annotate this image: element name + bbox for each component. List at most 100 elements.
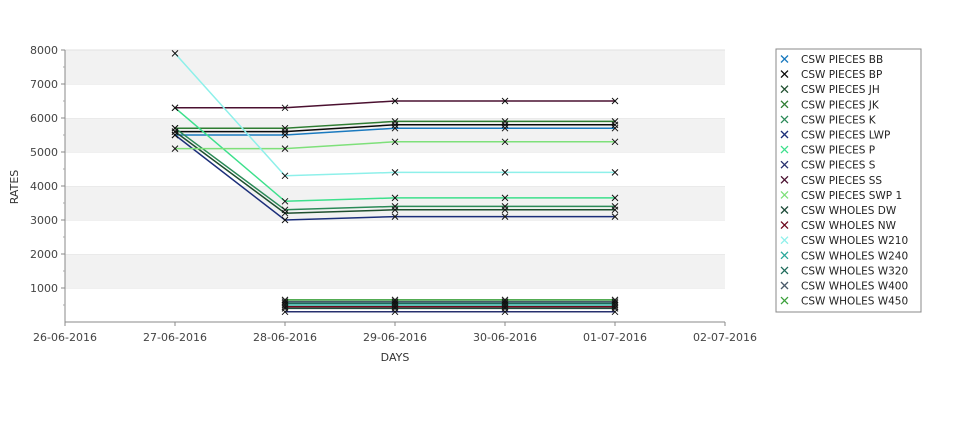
point-marker xyxy=(391,298,399,305)
legend-box xyxy=(775,48,922,313)
legend-item: CSW WHOLES W450 xyxy=(780,296,908,308)
plot-bands xyxy=(65,49,725,322)
y-tick-label: 1000 xyxy=(30,282,58,295)
data-point xyxy=(281,104,289,112)
point-marker xyxy=(611,213,619,220)
plot-band xyxy=(65,50,725,84)
legend-marker xyxy=(780,251,789,260)
legend: CSW PIECES BB CSW PIECES BP CSW PIECES JH C… xyxy=(775,48,922,313)
legend-label: CSW WHOLES NW xyxy=(801,220,897,232)
data-point xyxy=(391,97,399,105)
legend-label: CSW PIECES S xyxy=(801,160,876,172)
data-point xyxy=(501,169,509,176)
point-marker xyxy=(281,104,289,112)
data-point xyxy=(281,298,289,305)
point-marker xyxy=(391,213,399,220)
point-marker xyxy=(391,203,399,210)
y-axis-label: RATES xyxy=(8,170,21,205)
point-marker xyxy=(611,194,619,202)
point-marker xyxy=(391,194,399,202)
point-marker xyxy=(281,197,289,205)
legend-marker xyxy=(780,100,789,109)
legend-marker xyxy=(780,160,789,169)
point-marker xyxy=(281,216,289,224)
legend-marker xyxy=(780,221,789,230)
legend-label: CSW PIECES SWP 1 xyxy=(801,190,902,202)
legend-item: CSW WHOLES W400 xyxy=(780,281,908,293)
point-marker xyxy=(171,104,179,112)
legend-marker xyxy=(780,236,789,245)
data-point xyxy=(171,50,179,57)
y-tick-label: 3000 xyxy=(30,214,58,227)
data-point xyxy=(611,296,619,304)
legend-label: CSW PIECES LWP xyxy=(801,130,890,142)
data-point xyxy=(391,203,399,210)
y-tick-label: 5000 xyxy=(30,146,58,159)
legend-marker xyxy=(780,130,789,139)
data-point xyxy=(391,138,399,146)
data-point xyxy=(501,118,509,125)
point-marker xyxy=(171,131,179,139)
data-point xyxy=(501,203,509,210)
legend-item: CSW WHOLES W320 xyxy=(780,265,908,277)
legend-marker xyxy=(780,175,789,184)
data-point xyxy=(281,216,289,224)
legend-item: CSW PIECES SWP 1 xyxy=(780,190,902,202)
data-point xyxy=(391,169,399,176)
data-point xyxy=(171,104,179,112)
data-point xyxy=(611,138,619,146)
series-points xyxy=(171,50,619,316)
point-marker xyxy=(611,97,619,105)
legend-label: CSW PIECES SS xyxy=(801,175,882,187)
legend-item: CSW PIECES JH xyxy=(780,84,880,96)
point-marker xyxy=(171,50,179,57)
legend-marker xyxy=(780,55,789,63)
point-marker xyxy=(171,124,179,132)
legend-label: CSW WHOLES DW xyxy=(801,205,897,217)
point-marker xyxy=(501,169,509,176)
legend-label: CSW WHOLES W450 xyxy=(801,296,908,308)
point-marker xyxy=(501,194,509,202)
point-marker xyxy=(611,138,619,146)
data-point xyxy=(611,194,619,202)
x-tick-label: 02-07-2016 xyxy=(693,331,757,344)
data-point xyxy=(611,213,619,220)
point-marker xyxy=(611,169,619,176)
point-marker xyxy=(501,296,509,304)
legend-label: CSW PIECES JH xyxy=(801,84,880,96)
legend-item: CSW PIECES BB xyxy=(780,54,883,66)
legend-label: CSW PIECES JK xyxy=(801,99,880,111)
x-tick-label: 30-06-2016 xyxy=(473,331,537,344)
legend-marker xyxy=(780,296,789,305)
legend-label: CSW WHOLES W240 xyxy=(801,250,908,262)
legend-item: CSW PIECES JK xyxy=(780,99,880,111)
data-point xyxy=(501,296,509,304)
point-marker xyxy=(281,145,289,152)
data-point xyxy=(281,296,289,304)
point-marker xyxy=(611,298,619,305)
data-point xyxy=(171,124,179,132)
data-point xyxy=(611,97,619,105)
x-tick-label: 29-06-2016 xyxy=(363,331,427,344)
data-point xyxy=(281,172,289,180)
point-marker xyxy=(391,169,399,176)
data-point xyxy=(611,203,619,210)
legend-item: CSW PIECES SS xyxy=(780,175,882,187)
point-marker xyxy=(391,138,399,146)
point-marker xyxy=(281,296,289,304)
point-marker xyxy=(501,118,509,125)
legend-item: CSW WHOLES NW xyxy=(780,220,897,232)
point-marker xyxy=(501,213,509,220)
point-marker xyxy=(611,118,619,125)
point-marker xyxy=(501,97,509,105)
y-tick-label: 2000 xyxy=(30,248,58,261)
data-point xyxy=(611,169,619,176)
point-marker xyxy=(391,296,399,304)
data-point xyxy=(611,298,619,305)
plot-band xyxy=(65,186,725,220)
point-marker xyxy=(281,206,289,214)
legend-item: CSW PIECES P xyxy=(780,145,875,157)
legend-item: CSW PIECES LWP xyxy=(780,130,890,142)
y-tick-label: 7000 xyxy=(30,78,58,91)
